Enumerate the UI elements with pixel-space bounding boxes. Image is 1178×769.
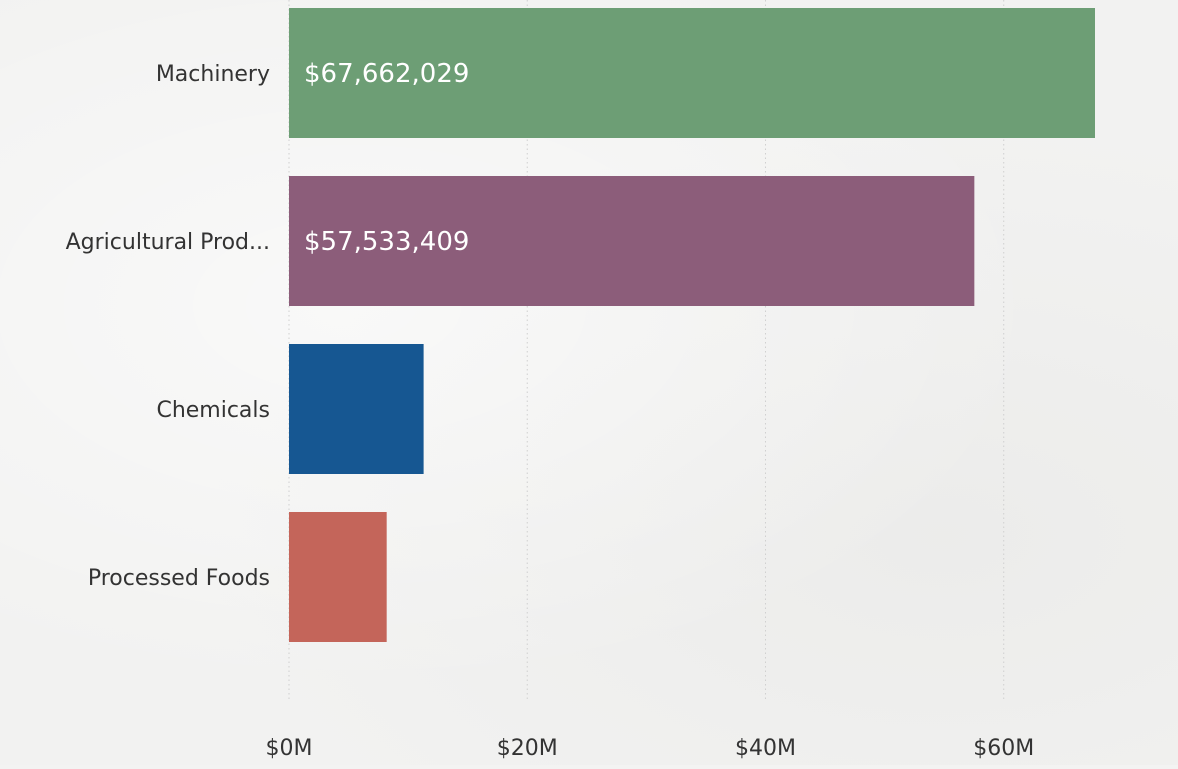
bar-chemicals[interactable] bbox=[289, 344, 424, 474]
category-labels: Machinery Agricultural Prod... Chemicals Pr… bbox=[66, 62, 270, 591]
x-tick-label: $40M bbox=[735, 736, 796, 761]
x-tick-label: $20M bbox=[497, 736, 558, 761]
bar-agricultural-prod[interactable] bbox=[289, 176, 975, 306]
data-label: $57,533,409 bbox=[304, 227, 469, 257]
data-label: $67,662,029 bbox=[304, 59, 469, 89]
bars: $67,662,029 $57,533,409 bbox=[289, 8, 1095, 642]
x-tick-label: $0M bbox=[266, 736, 313, 761]
category-label: Agricultural Prod... bbox=[66, 230, 270, 255]
x-axis-ticks: $0M $20M $40M $60M bbox=[266, 736, 1035, 761]
bar-processed-foods[interactable] bbox=[289, 512, 387, 642]
bar-machinery[interactable] bbox=[289, 8, 1095, 138]
category-label: Chemicals bbox=[156, 398, 270, 423]
category-label: Machinery bbox=[156, 62, 270, 87]
x-tick-label: $60M bbox=[973, 736, 1034, 761]
category-label: Processed Foods bbox=[88, 566, 270, 591]
